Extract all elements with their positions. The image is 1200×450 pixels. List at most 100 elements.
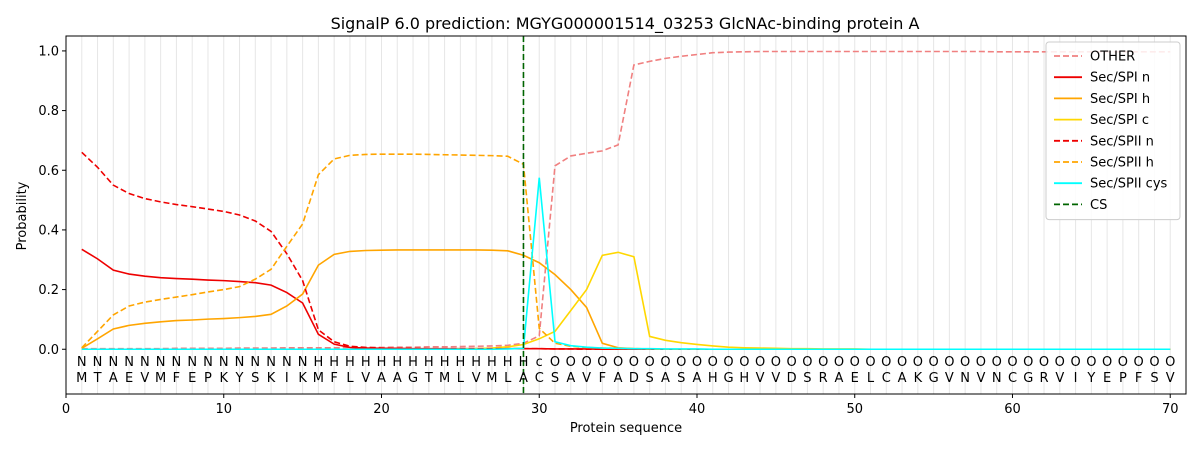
legend-label: CS	[1090, 198, 1107, 213]
legend-label: Sec/SPI h	[1090, 92, 1150, 107]
residue-letter: L	[346, 371, 354, 386]
region-label: O	[708, 355, 718, 370]
region-label: H	[519, 355, 529, 370]
region-label: H	[440, 355, 450, 370]
region-label: O	[1039, 355, 1049, 370]
residue-letter: G	[929, 371, 939, 386]
region-label: O	[897, 355, 907, 370]
sequence-annotation: NMNTNANENVNMNFNENPNKNYNSNKNINKHMHFHLHVHA…	[76, 355, 1175, 386]
residue-letter: A	[393, 371, 402, 386]
x-tick-label: 60	[1004, 402, 1021, 417]
x-tick-label: 50	[846, 402, 863, 417]
region-label: N	[77, 355, 87, 370]
region-label: N	[250, 355, 260, 370]
y-tick-label: 0.0	[38, 343, 59, 358]
residue-letter: A	[693, 371, 702, 386]
residue-letter: S	[1150, 371, 1158, 386]
x-tick-label: 20	[373, 402, 390, 417]
residue-letter: F	[599, 371, 606, 386]
residue-letter: M	[313, 371, 324, 386]
region-label: N	[203, 355, 213, 370]
legend-box	[1045, 41, 1181, 221]
region-label: O	[1023, 355, 1033, 370]
residue-letter: G	[408, 371, 418, 386]
region-label: O	[787, 355, 797, 370]
series-line-other	[81, 50, 1171, 350]
region-label: N	[282, 355, 292, 370]
x-tick-label: 30	[531, 402, 548, 417]
region-label: N	[235, 355, 245, 370]
residue-letter: A	[519, 371, 528, 386]
residue-letter: V	[771, 371, 780, 386]
residue-letter: V	[945, 371, 954, 386]
y-axis-ticks: 0.0 0.2 0.4 0.6 0.8 1.0	[38, 44, 66, 358]
region-label: O	[613, 355, 623, 370]
residue-letter: V	[976, 371, 985, 386]
residue-letter: L	[504, 371, 512, 386]
residue-letter: T	[424, 371, 433, 386]
residue-letter: C	[882, 371, 891, 386]
residue-letter: R	[819, 371, 828, 386]
legend-label: Sec/SPI n	[1090, 71, 1150, 86]
residue-letter: C	[1008, 371, 1017, 386]
legend: OTHER Sec/SPI n Sec/SPI h Sec/SPI c Sec/SPII…	[1045, 41, 1181, 221]
residue-letter: N	[960, 371, 970, 386]
residue-letter: R	[1040, 371, 1049, 386]
residue-letter: V	[582, 371, 591, 386]
region-label: N	[172, 355, 182, 370]
region-label: H	[345, 355, 355, 370]
x-tick-label: 40	[689, 402, 706, 417]
region-label: O	[913, 355, 923, 370]
residue-letter: V	[1166, 371, 1175, 386]
chart-title: SignalP 6.0 prediction: MGYG000001514_03…	[331, 14, 920, 34]
residue-letter: S	[646, 371, 654, 386]
region-label: O	[1007, 355, 1017, 370]
region-label: O	[550, 355, 560, 370]
region-label: O	[865, 355, 875, 370]
residue-letter: C	[535, 371, 544, 386]
residue-letter: S	[677, 371, 685, 386]
residue-letter: I	[1074, 371, 1078, 386]
residue-letter: K	[267, 371, 276, 386]
residue-letter: V	[756, 371, 765, 386]
region-label: N	[140, 355, 150, 370]
region-label: O	[976, 355, 986, 370]
y-tick-label: 0.8	[38, 104, 59, 119]
region-label: O	[755, 355, 765, 370]
residue-letter: F	[330, 371, 337, 386]
residue-letter: D	[787, 371, 797, 386]
residue-letter: G	[1023, 371, 1033, 386]
region-label: O	[818, 355, 828, 370]
residue-letter: K	[219, 371, 228, 386]
residue-letter: E	[851, 371, 859, 386]
region-label: H	[424, 355, 434, 370]
region-label: O	[566, 355, 576, 370]
y-tick-label: 0.2	[38, 283, 59, 298]
region-label: O	[771, 355, 781, 370]
series-line-sec-spi-n	[81, 248, 1171, 351]
residue-letter: E	[188, 371, 196, 386]
region-label: H	[471, 355, 481, 370]
residue-letter: A	[614, 371, 623, 386]
region-label: N	[124, 355, 134, 370]
region-label: O	[1102, 355, 1112, 370]
series-lines	[81, 50, 1171, 351]
region-label: O	[581, 355, 591, 370]
series-line-sec-spii-h	[81, 153, 1171, 351]
residue-letter: Y	[235, 371, 244, 386]
region-label: N	[108, 355, 118, 370]
region-label: H	[314, 355, 324, 370]
residue-letter: A	[109, 371, 118, 386]
y-tick-label: 0.4	[38, 223, 59, 238]
residue-letter: E	[1103, 371, 1111, 386]
series-line-sec-spi-c	[81, 251, 1171, 351]
region-label: O	[928, 355, 938, 370]
residue-letter: L	[867, 371, 875, 386]
legend-label: Sec/SPII cys	[1090, 177, 1168, 192]
series-line-sec-spii-cys	[81, 177, 1171, 351]
x-axis-label: Protein sequence	[570, 421, 682, 436]
legend-label: OTHER	[1090, 50, 1135, 65]
x-axis-ticks: 0 10 20 30 40 50 60 70	[62, 394, 1178, 417]
residue-letter: D	[629, 371, 639, 386]
region-label: O	[676, 355, 686, 370]
